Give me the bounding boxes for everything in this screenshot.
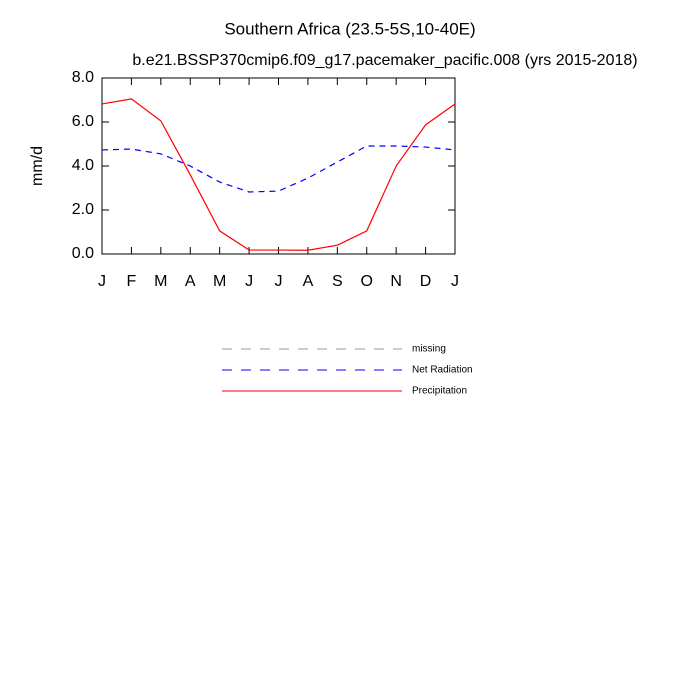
legend-label: Precipitation xyxy=(412,386,467,397)
x-tick-label: O xyxy=(361,273,373,290)
x-tick-label: A xyxy=(303,273,314,290)
y-tick-label: 6.0 xyxy=(72,113,94,130)
x-tick-label: J xyxy=(275,273,283,290)
legend-label: Net Radiation xyxy=(412,365,473,376)
chart-subtitle: b.e21.BSSP370cmip6.f09_g17.pacemaker_pac… xyxy=(132,52,637,69)
x-tick-label: J xyxy=(245,273,253,290)
chart-title: Southern Africa (23.5-5S,10-40E) xyxy=(224,19,475,38)
x-tick-label: J xyxy=(98,273,106,290)
x-tick-label: D xyxy=(420,273,432,290)
y-tick-label: 8.0 xyxy=(72,69,94,86)
plot-frame xyxy=(101,77,456,255)
x-tick-label: S xyxy=(332,273,343,290)
x-tick-label: A xyxy=(185,273,196,290)
y-tick-label: 2.0 xyxy=(72,201,94,218)
y-tick-label: 0.0 xyxy=(72,245,94,262)
x-tick-label: N xyxy=(390,273,402,290)
y-axis-label: mm/d xyxy=(29,146,46,186)
y-tick-label: 4.0 xyxy=(72,157,94,174)
x-tick-label: M xyxy=(213,273,226,290)
series-line xyxy=(101,145,456,193)
legend-label: missing xyxy=(412,344,446,355)
series-line xyxy=(101,98,456,251)
x-tick-label: F xyxy=(127,273,137,290)
x-tick-label: M xyxy=(154,273,167,290)
x-tick-label: J xyxy=(451,273,459,290)
